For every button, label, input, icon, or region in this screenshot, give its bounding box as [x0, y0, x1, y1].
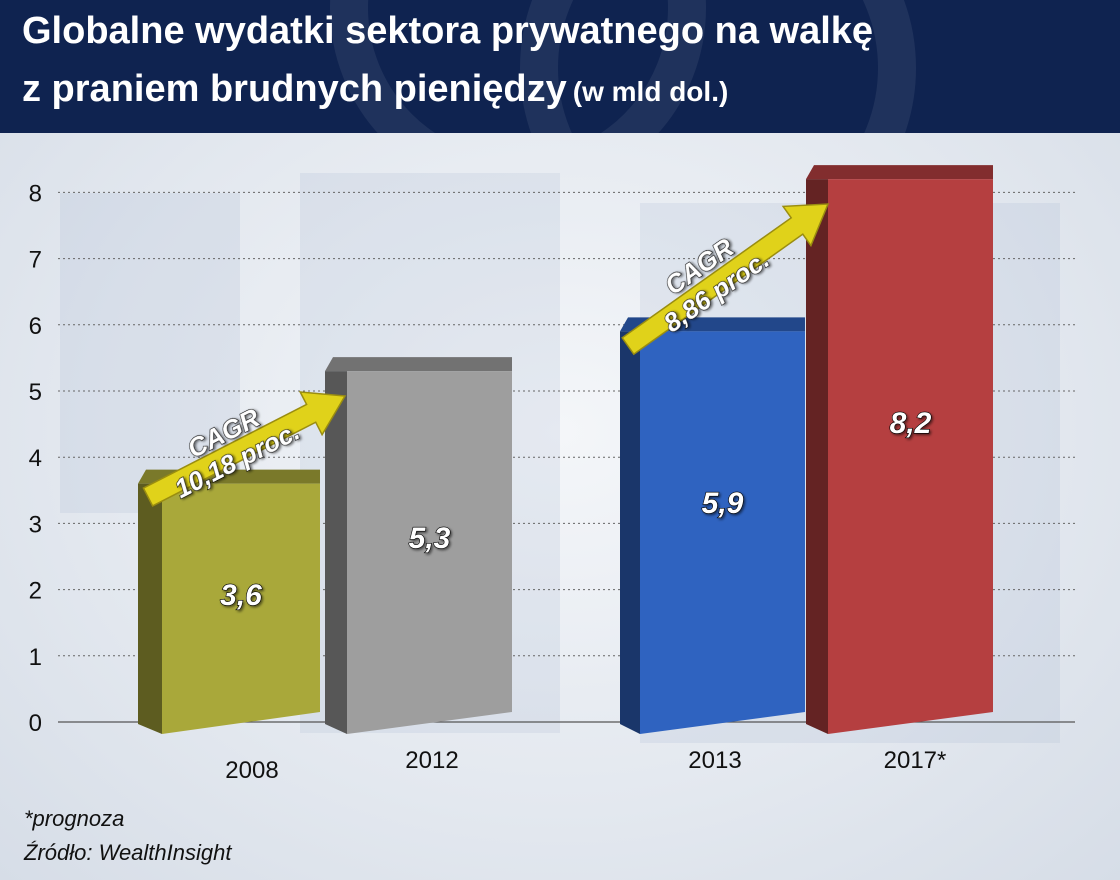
bar-top	[806, 165, 993, 180]
y-tick-label: 8	[29, 180, 42, 207]
data-label: 5,9	[702, 487, 744, 520]
bar	[640, 331, 805, 734]
bar-side	[138, 483, 162, 734]
chart-title-unit: (w mld dol.)	[572, 76, 729, 107]
cagr-arrow	[621, 203, 830, 356]
y-tick-label: 3	[29, 511, 42, 538]
data-label: 5,3	[409, 522, 451, 555]
y-tick-label: 7	[29, 247, 42, 274]
y-tick-label: 0	[29, 710, 42, 737]
data-label: 3,6	[220, 579, 262, 612]
chart-title-line2: z praniem brudnych pieniędzy (w mld dol.)	[22, 68, 728, 111]
y-tick-label: 1	[29, 644, 42, 671]
bar	[347, 371, 512, 734]
background-ring	[520, 0, 916, 133]
y-tick-label: 6	[29, 313, 42, 340]
x-tick-label: 2017*	[884, 747, 947, 774]
footnote: *prognoza	[24, 806, 125, 831]
x-tick-label: 2008	[225, 757, 278, 784]
header-banner: Globalne wydatki sektora prywatnego na w…	[0, 0, 1120, 133]
bar-side	[806, 179, 828, 734]
bar	[828, 179, 993, 734]
y-tick-label: 5	[29, 379, 42, 406]
bar-side	[325, 371, 347, 734]
x-tick-label: 2013	[688, 747, 741, 774]
data-label: 8,2	[890, 407, 932, 440]
cagr-arrow	[142, 391, 347, 507]
bar-top	[325, 357, 512, 372]
bar-side	[620, 331, 640, 734]
chart-title-text: z praniem brudnych pieniędzy	[22, 68, 567, 110]
x-tick-label: 2012	[405, 747, 458, 774]
chart-title-line1: Globalne wydatki sektora prywatnego na w…	[22, 10, 874, 52]
bar	[162, 483, 320, 734]
source-note: Źródło: WealthInsight	[24, 840, 232, 865]
y-tick-label: 4	[29, 445, 42, 472]
y-tick-label: 2	[29, 578, 42, 605]
